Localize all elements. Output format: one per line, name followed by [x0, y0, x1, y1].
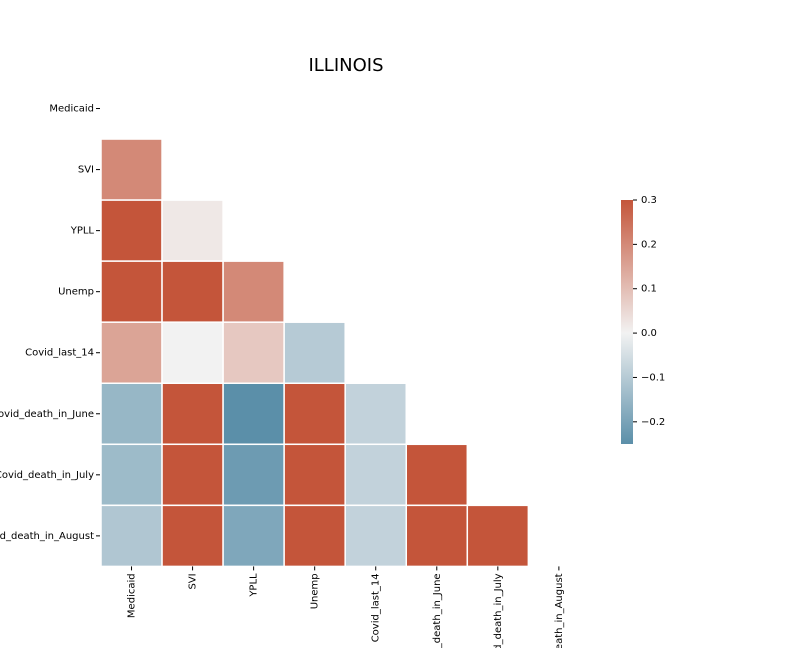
heatmap-cell [161, 443, 224, 507]
heatmap-cell [283, 321, 346, 385]
heatmap-cell [100, 382, 163, 446]
y-tick-label: Covid_death_in_July [0, 470, 94, 481]
heatmap-cell [283, 443, 346, 507]
x-tick-label: Medicaid [127, 573, 138, 618]
heatmap-cell [283, 382, 346, 446]
colorbar-tick-label: 0.0 [641, 328, 657, 339]
y-tick-label: Covid_last_14 [25, 348, 94, 359]
y-tick-label: Covid_death_in_June [0, 409, 94, 420]
x-tick-label: Covid_death_in_June [432, 573, 443, 648]
heatmap-cell [161, 382, 224, 446]
colorbar-tick-label: −0.2 [641, 417, 665, 428]
heatmap-cell [161, 260, 224, 323]
heatmap-cell [344, 382, 408, 446]
colorbar-tick-label: 0.3 [641, 195, 657, 206]
y-tick-label: Unemp [58, 287, 94, 298]
heatmap-cell [222, 443, 285, 507]
colorbar-tick-label: 0.1 [641, 284, 657, 295]
heatmap-cell [405, 504, 469, 568]
heatmap-cell [405, 443, 469, 507]
heatmap-cell [161, 504, 224, 568]
heatmap-cell [344, 443, 408, 507]
chart-title: ILLINOIS [308, 55, 383, 76]
heatmap-cell [100, 321, 163, 385]
heatmap-cell [222, 321, 285, 385]
y-tick-label: Medicaid [49, 104, 94, 115]
heatmap-cell [222, 260, 285, 323]
heatmap-cell [222, 382, 285, 446]
x-tick-label: SVI [188, 573, 199, 589]
heatmap-cell [100, 443, 163, 507]
heatmap-cell [100, 138, 163, 201]
colorbar-tick-label: 0.2 [641, 239, 657, 250]
x-tick-label: Covid_death_in_August [554, 573, 565, 648]
x-tick-label: Covid_last_14 [371, 573, 382, 642]
y-tick-label: YPLL [70, 226, 95, 237]
colorbar-tick-label: −0.1 [641, 372, 665, 383]
x-tick-label: YPLL [249, 573, 260, 598]
heatmap-cell [161, 199, 224, 262]
heatmap-cell [344, 504, 408, 568]
heatmap-cell [466, 504, 530, 568]
x-tick-label: Covid_death_in_July [493, 573, 504, 648]
heatmap-cell [100, 260, 163, 323]
x-tick-label: Unemp [310, 573, 321, 609]
heatmap-cell [283, 504, 346, 568]
y-tick-label: SVI [78, 165, 94, 176]
colorbar [621, 200, 633, 444]
heatmap-cell [100, 199, 163, 262]
heatmap-cell [222, 504, 285, 568]
heatmap-cell [100, 504, 163, 568]
y-tick-label: Covid_death_in_August [0, 531, 94, 542]
heatmap-cell [161, 321, 224, 385]
